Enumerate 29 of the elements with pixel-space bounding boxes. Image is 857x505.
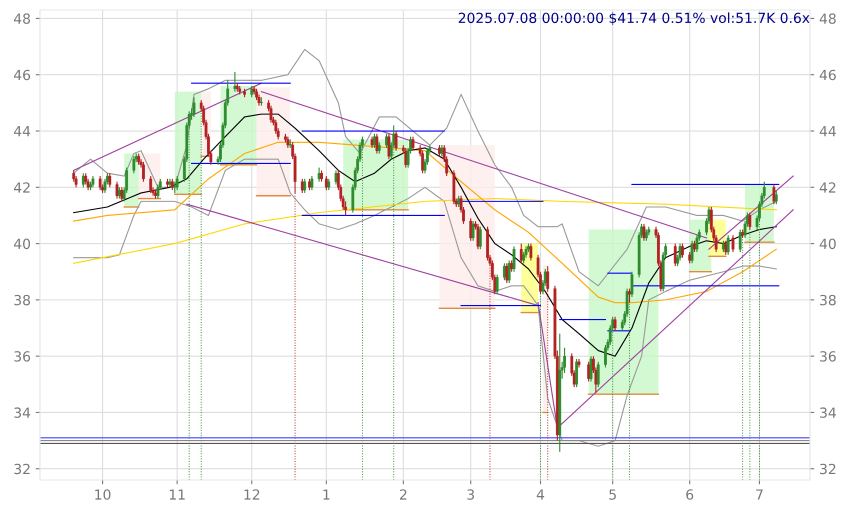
- x-tick-label: 3: [467, 489, 474, 500]
- x-tick-label: 10: [95, 489, 110, 500]
- x-tick-label: 4: [536, 489, 544, 500]
- y2-tick-label: 46: [820, 70, 836, 80]
- x-tick-label: 11: [170, 489, 185, 500]
- x-tick-label: 7: [756, 489, 763, 500]
- y-tick-label: 38: [14, 294, 30, 306]
- y2-tick-label: 42: [820, 182, 836, 193]
- y-tick-label: 46: [14, 70, 30, 80]
- y2-tick-label: 36: [820, 351, 836, 362]
- y-tick-label: 42: [14, 182, 30, 193]
- y2-tick-label: 38: [820, 294, 836, 306]
- y-tick-label: 44: [14, 126, 30, 136]
- y2-tick-label: 34: [820, 407, 836, 418]
- x-tick-label: 6: [686, 489, 694, 500]
- x-tick-label: 5: [609, 489, 616, 500]
- y-tick-label: 48: [14, 13, 30, 24]
- y-tick-label: 36: [14, 351, 30, 362]
- y-tick-label: 40: [14, 238, 30, 250]
- y-tick-label: 34: [14, 407, 30, 418]
- chart-title: 2025.07.08 00:00:00 $41.74 0.51% vol:51.7K 0.6x: [458, 12, 810, 25]
- y2-tick-label: 32: [820, 464, 836, 474]
- y2-tick-label: 40: [820, 238, 836, 250]
- x-tick-label: 2: [400, 489, 406, 500]
- x-tick-label: 12: [244, 489, 260, 500]
- y2-tick-label: 48: [820, 13, 836, 24]
- y-tick-label: 32: [14, 464, 30, 474]
- y2-tick-label: 44: [820, 126, 836, 136]
- x-tick-label: 1: [323, 489, 330, 500]
